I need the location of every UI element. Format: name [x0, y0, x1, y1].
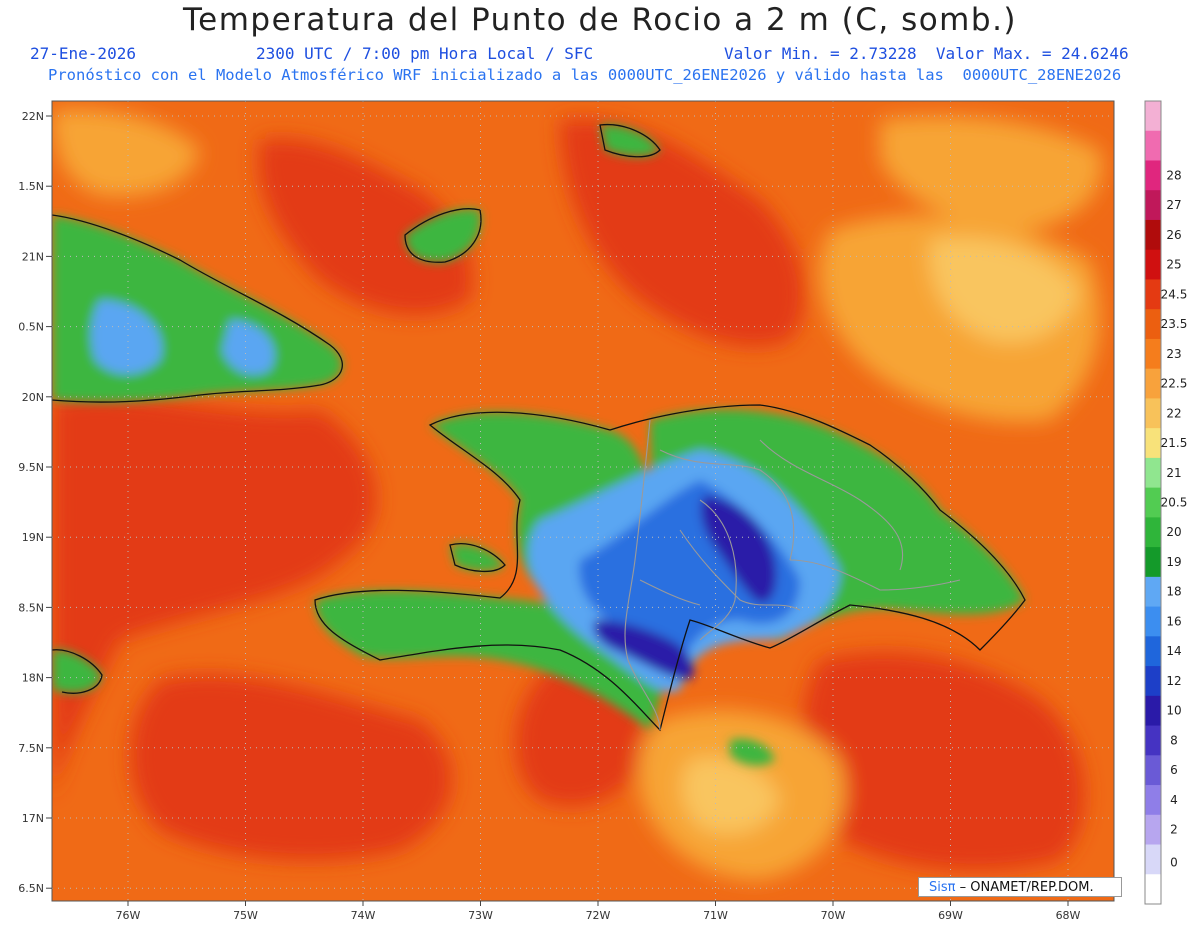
colorbar-swatch: [1145, 368, 1161, 399]
colorbar-label: 0: [1170, 855, 1178, 869]
colorbar-swatch: [1145, 487, 1161, 518]
colorbar-label: 6: [1170, 763, 1178, 777]
colorbar-label: 20: [1166, 525, 1181, 539]
lat-lon-grid: [52, 101, 1114, 901]
colorbar-swatch: [1145, 160, 1161, 191]
colorbar-swatch: [1145, 636, 1161, 667]
lon-tick-label: 72W: [586, 909, 611, 922]
lon-tick-label: 76W: [116, 909, 141, 922]
colorbar-swatch: [1145, 338, 1161, 370]
lat-tick-label: 17N: [22, 812, 44, 825]
lat-tick-label: 1.5N: [18, 180, 44, 193]
colorbar-label: 24.5: [1161, 287, 1188, 301]
colorbar-label: 21: [1166, 466, 1181, 480]
colorbar-label: 12: [1166, 674, 1181, 688]
lon-tick-label: 69W: [938, 909, 963, 922]
map-frame: [51, 100, 1115, 902]
lon-tick-label: 70W: [821, 909, 846, 922]
colorbar-swatch: [1145, 309, 1161, 340]
credit-brand: Sisπ: [929, 880, 956, 895]
sea-patterns: [52, 109, 1102, 880]
colorbar-label: 21.5: [1161, 436, 1188, 450]
colorbar-swatch: [1145, 279, 1161, 310]
colorbar-swatch: [1145, 101, 1161, 132]
lat-tick-label: 22N: [22, 110, 44, 123]
lat-tick-label: 9.5N: [18, 461, 44, 474]
colorbar-label: 16: [1166, 614, 1181, 628]
provincial-borders: [624, 419, 961, 731]
colorbar-label: 26: [1166, 228, 1181, 242]
colorbar-swatch: [1145, 457, 1161, 489]
colorbar-label: 22.5: [1161, 377, 1188, 391]
lon-tick-label: 68W: [1056, 909, 1081, 922]
colorbar-swatch: [1145, 190, 1161, 221]
lat-tick-label: 19N: [22, 531, 44, 544]
lat-tick-label: 21N: [22, 250, 44, 263]
colorbar: 0 2 4 6 8 10 12 14 16 18 19 20 20.5 21 21.5 22 22.5 23 23.…: [1144, 100, 1188, 905]
colorbar-label: 25: [1166, 258, 1181, 272]
min-max-values: Valor Min. = 2.73228 Valor Max. = 24.624…: [724, 44, 1129, 63]
lon-tick-label: 71W: [703, 909, 728, 922]
lat-tick-label: 6.5N: [18, 882, 44, 895]
colorbar-label: 28: [1166, 168, 1181, 182]
colorbar-label: 19: [1166, 555, 1181, 569]
colorbar-label: 14: [1166, 644, 1181, 658]
colorbar-label: 10: [1166, 704, 1181, 718]
colorbar-swatch: [1145, 249, 1161, 280]
credit-box: Sisπ – ONAMET/REP.DOM.: [918, 877, 1122, 897]
land-field: [52, 124, 1025, 766]
lon-tick-label: 74W: [351, 909, 376, 922]
colorbar-swatch: [1145, 725, 1161, 756]
colorbar-swatch: [1145, 814, 1161, 846]
forecast-date: 27-Ene-2026: [30, 44, 136, 63]
colorbar-swatch: [1145, 606, 1161, 637]
colorbar-swatch: [1145, 755, 1161, 786]
latitude-axis: 22N 1.5N 21N 0.5N 20N 9.5N 19N 8.5N 18N 7.5N 17N 6.…: [18, 110, 52, 895]
colorbar-label: 2: [1170, 823, 1178, 837]
lon-tick-label: 73W: [468, 909, 493, 922]
lon-tick-label: 75W: [233, 909, 258, 922]
map-field: [52, 101, 1114, 901]
longitude-axis: 76W 75W 74W 73W 72W 71W 70W 69W 68W: [116, 901, 1081, 922]
colorbar-outline: [1144, 100, 1162, 905]
colorbar-label: 8: [1170, 733, 1178, 747]
lat-tick-label: 0.5N: [18, 321, 44, 334]
colorbar-swatch: [1145, 428, 1161, 459]
colorbar-label: 23.5: [1161, 317, 1188, 331]
colorbar-swatch: [1145, 547, 1161, 578]
lat-tick-label: 7.5N: [18, 742, 44, 755]
colorbar-swatch: [1145, 666, 1161, 697]
lat-tick-label: 8.5N: [18, 601, 44, 614]
colorbar-swatch: [1145, 398, 1161, 429]
colorbar-label: 22: [1166, 406, 1181, 420]
colorbar-label: 27: [1166, 198, 1181, 212]
model-info: Pronóstico con el Modelo Atmosférico WRF…: [48, 66, 1122, 84]
colorbar-swatch: [1145, 517, 1161, 548]
colorbar-label: 4: [1170, 793, 1178, 807]
credit-text: – ONAMET/REP.DOM.: [959, 880, 1094, 895]
colorbar-swatch: [1145, 130, 1161, 161]
colorbar-swatch: [1145, 785, 1161, 816]
forecast-time: 2300 UTC / 7:00 pm Hora Local / SFC: [256, 44, 594, 63]
chart-title: Temperatura del Punto de Rocio a 2 m (C,…: [182, 2, 1018, 38]
colorbar-swatch: [1145, 844, 1161, 875]
colorbar-swatch: [1145, 874, 1161, 905]
colorbar-swatch: [1145, 219, 1161, 251]
colorbar-swatch: [1145, 695, 1161, 727]
coastlines: [52, 123, 1026, 732]
colorbar-swatch: [1145, 576, 1161, 608]
lat-tick-label: 18N: [22, 672, 44, 685]
colorbar-label: 23: [1166, 347, 1181, 361]
lat-tick-label: 20N: [22, 391, 44, 404]
colorbar-label: 20.5: [1161, 496, 1188, 510]
colorbar-label: 18: [1166, 585, 1181, 599]
